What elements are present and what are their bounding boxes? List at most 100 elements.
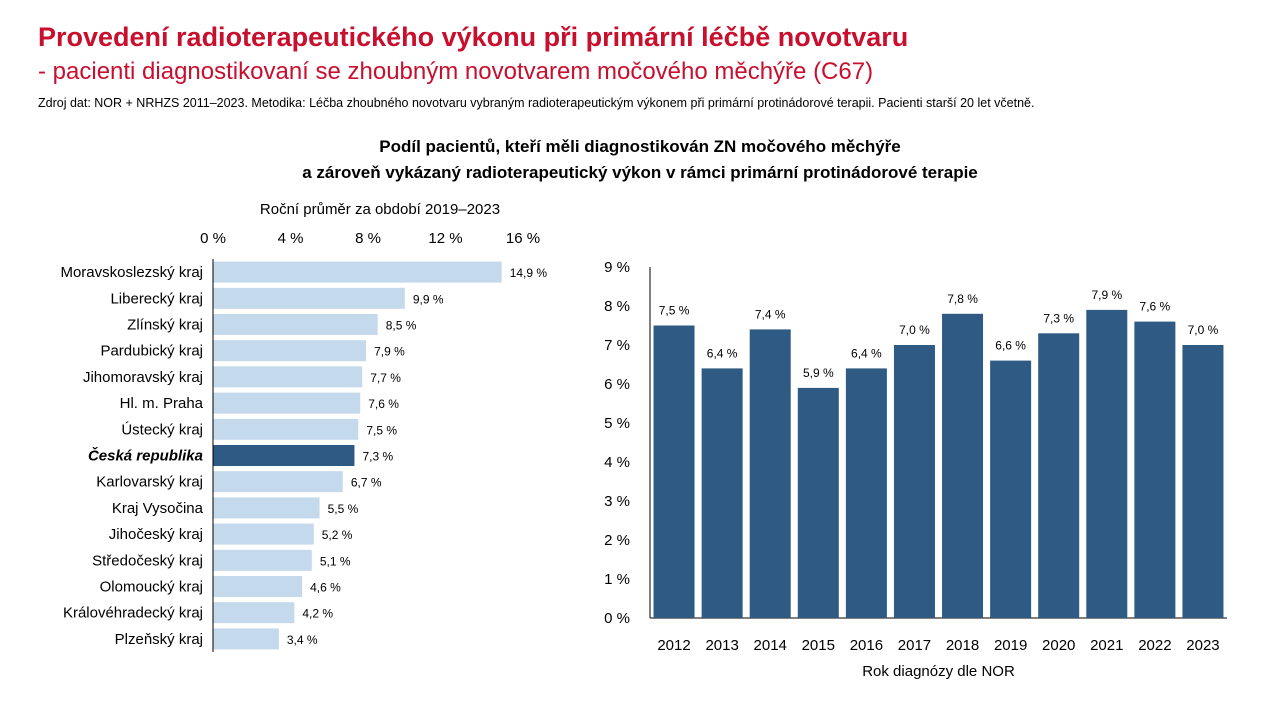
hchart-data-label: 7,5 % [366,423,397,437]
chart-heading-line2: a zároveň vykázaný radioterapeutický výk… [302,163,978,182]
chart-heading-line1: Podíl pacientů, kteří měli diagnostiková… [379,137,901,156]
vchart-bar [1182,345,1224,618]
vchart-bar [893,345,935,618]
hchart-bar [213,314,378,335]
hchart-category-label: Moravskoslezský kraj [60,264,203,281]
hchart-tick-label: 8 % [355,230,381,247]
hchart-bar [213,340,367,362]
hchart-tick-label: 12 % [428,230,462,247]
vchart-category-label: 2019 [994,637,1027,654]
hchart-bar [213,523,314,545]
vchart-category-label: 2015 [802,637,835,654]
hchart-category-label: Česká republika [88,447,203,465]
hchart-category-label: Karlovarský kraj [96,474,203,491]
vchart-category-label: 2014 [754,637,787,654]
hchart-tick-label: 4 % [278,230,304,247]
vchart-tick-label: 3 % [604,493,630,510]
page-subtitle: - pacienti diagnostikovaní se zhoubným n… [38,58,874,85]
hchart-bar [213,576,303,597]
vchart-bar [749,329,791,618]
vchart-bar [942,313,984,618]
hchart-data-label: 8,5 % [386,319,417,333]
vchart-category-label: 2016 [850,637,883,654]
hchart-data-label: 7,9 % [374,345,405,359]
data-source-note: Zdroj dat: NOR + NRHZS 2011–2023. Metodi… [38,96,1035,110]
vchart-data-label: 7,3 % [1043,311,1074,325]
hchart-category-label: Hl. m. Praha [120,395,204,412]
hchart-category-label: Pardubický kraj [100,343,203,360]
hchart-bar [213,471,343,493]
regional-bar-chart: Roční průměr za období 2019–2023 0 % 4 % 8 … [60,201,548,652]
hchart-category-label: Zlínský kraj [127,317,203,334]
vchart-category-label: 2022 [1138,637,1171,654]
vchart-data-label: 7,0 % [899,323,930,337]
vchart-bar [1134,321,1176,618]
hchart-bar [213,287,405,309]
hchart-category-label: Královéhradecký kraj [63,605,203,622]
hchart-bar [213,445,355,466]
vchart-category-label: 2020 [1042,637,1075,654]
vchart-bar [990,360,1032,618]
vchart-tick-label: 0 % [604,610,630,627]
vchart-tick-label: 8 % [604,298,630,315]
vchart-category-label: 2012 [657,637,690,654]
vchart-data-label: 6,6 % [995,339,1026,353]
vchart-tick-label: 7 % [604,337,630,354]
chart-heading: Podíl pacientů, kteří měli diagnostiková… [0,134,1280,186]
hchart-bar [213,366,363,388]
page-title: Provedení radioterapeutického výkonu při… [38,22,909,52]
hchart-data-label: 5,2 % [322,528,353,542]
hchart-bar [213,418,359,440]
vchart-category-label: 2013 [705,637,738,654]
vchart-data-label: 7,4 % [755,307,786,321]
hchart-tick-label: 16 % [506,230,540,247]
hchart-bar [213,549,312,571]
hchart-category-label: Jihočeský kraj [109,526,203,543]
hchart-data-label: 3,4 % [287,633,318,647]
vchart-bar [1038,333,1080,618]
hchart-data-label: 6,7 % [351,476,382,490]
vchart-data-label: 7,0 % [1188,323,1219,337]
hchart-data-label: 7,3 % [362,450,393,464]
hchart-title: Roční průměr za období 2019–2023 [260,201,500,218]
hchart-tick-label: 0 % [200,230,226,247]
vchart-data-label: 7,6 % [1140,300,1171,314]
vchart-bar [653,325,695,618]
vchart-data-label: 7,8 % [947,292,978,306]
hchart-bar [213,497,320,519]
hchart-bar [213,392,361,414]
hchart-category-label: Středočeský kraj [92,552,203,569]
vchart-data-label: 5,9 % [803,366,834,380]
hchart-category-label: Liberecký kraj [110,290,203,307]
hchart-bar [213,602,295,624]
hchart-data-label: 4,6 % [310,581,341,595]
vchart-bar [1086,309,1128,618]
vchart-category-label: 2017 [898,637,931,654]
vchart-category-label: 2023 [1186,637,1219,654]
hchart-data-label: 7,7 % [370,371,401,385]
vchart-data-label: 6,4 % [851,346,882,360]
hchart-data-label: 9,9 % [413,292,444,306]
hchart-bar [213,628,279,650]
hchart-category-label: Plzeňský kraj [115,631,203,648]
hchart-category-label: Ústecký kraj [121,421,203,438]
vchart-bar [797,387,839,618]
hchart-data-label: 4,2 % [302,607,333,621]
vchart-data-label: 7,9 % [1091,288,1122,302]
vchart-bar [845,368,887,618]
vchart-tick-label: 9 % [604,259,630,276]
hchart-bar [213,261,502,283]
vchart-tick-label: 1 % [604,571,630,588]
vchart-x-axis-title: Rok diagnózy dle NOR [862,663,1015,680]
hchart-data-label: 5,1 % [320,554,351,568]
vchart-tick-label: 6 % [604,376,630,393]
vchart-tick-label: 2 % [604,532,630,549]
hchart-data-label: 7,6 % [368,397,399,411]
hchart-data-label: 14,9 % [510,266,548,280]
vchart-category-label: 2018 [946,637,979,654]
vchart-tick-label: 5 % [604,415,630,432]
vchart-bar [701,368,743,618]
hchart-data-label: 5,5 % [328,502,359,516]
vchart-data-label: 7,5 % [659,304,690,318]
vchart-category-label: 2021 [1090,637,1123,654]
